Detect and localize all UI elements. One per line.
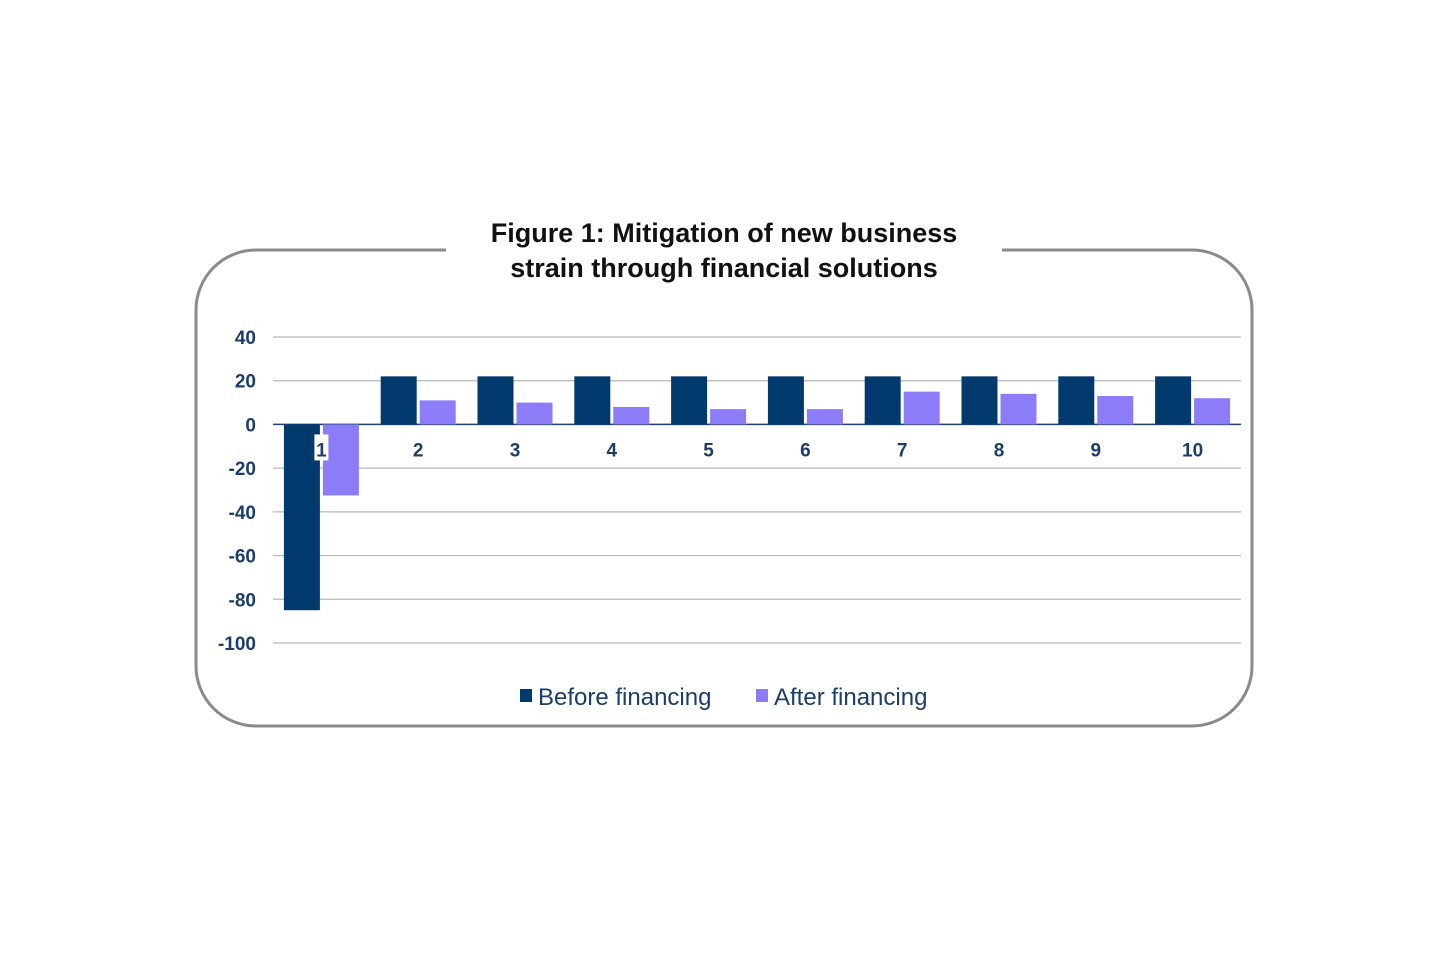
chart-title-line-2: strain through financial solutions <box>510 253 938 283</box>
legend-label-before-financing: Before financing <box>538 684 711 711</box>
bar-before-financing-1 <box>283 424 320 611</box>
bar-after-financing-5 <box>710 409 747 425</box>
y-tick-label: 40 <box>235 328 256 349</box>
bar-after-financing-9 <box>1097 396 1134 425</box>
y-tick-label: 20 <box>235 372 256 393</box>
x-axis-ticks: 1 2 3 4 5 6 7 8 9 10 <box>314 434 1203 461</box>
bar-after-financing-1 <box>322 424 359 496</box>
legend-swatch-before-financing <box>520 689 532 702</box>
bar-before-financing-4 <box>574 376 611 425</box>
bar-after-financing-2 <box>419 400 456 425</box>
x-tick-label: 3 <box>510 440 521 461</box>
x-tick-label: 2 <box>413 440 424 461</box>
x-tick-label-background <box>314 434 329 461</box>
bar-before-financing-5 <box>671 376 708 425</box>
y-tick-label: -40 <box>229 503 256 524</box>
y-tick-label: 0 <box>245 415 256 436</box>
x-tick-label: 6 <box>800 440 811 461</box>
x-tick-label: 10 <box>1182 440 1203 461</box>
x-tick-label: 1 <box>316 440 327 461</box>
y-tick-label: -20 <box>229 459 256 480</box>
bar-before-financing-7 <box>864 376 901 425</box>
bar-before-financing-8 <box>961 376 998 425</box>
bar-before-financing-10 <box>1155 376 1192 425</box>
bars <box>283 376 1231 611</box>
y-tick-label: -80 <box>229 590 256 611</box>
chart-title-line-1: Figure 1: Mitigation of new business <box>491 218 958 248</box>
y-axis-ticks: 40 20 0 -20 -40 -60 -80 -100 <box>218 328 256 655</box>
legend-swatch-after-financing <box>756 689 768 702</box>
bar-before-financing-2 <box>380 376 417 425</box>
gridlines <box>273 336 1241 644</box>
legend: Before financing After financing <box>520 684 927 711</box>
y-tick-label: -60 <box>229 547 256 568</box>
bar-before-financing-6 <box>767 376 804 425</box>
title-background <box>446 218 1002 298</box>
legend-label-after-financing: After financing <box>774 684 927 711</box>
x-tick-label: 8 <box>994 440 1005 461</box>
x-tick-label: 9 <box>1091 440 1102 461</box>
bar-after-financing-10 <box>1194 398 1231 425</box>
bar-after-financing-3 <box>516 402 553 425</box>
bar-after-financing-6 <box>806 409 843 425</box>
bar-before-financing-3 <box>477 376 514 425</box>
x-tick-label: 4 <box>607 440 618 461</box>
x-tick-label: 5 <box>703 440 714 461</box>
bar-before-financing-9 <box>1058 376 1095 425</box>
y-tick-label: -100 <box>218 634 256 655</box>
bar-after-financing-8 <box>1000 393 1037 425</box>
bar-after-financing-4 <box>613 406 650 425</box>
bar-after-financing-7 <box>903 391 940 425</box>
x-tick-label: 7 <box>897 440 908 461</box>
